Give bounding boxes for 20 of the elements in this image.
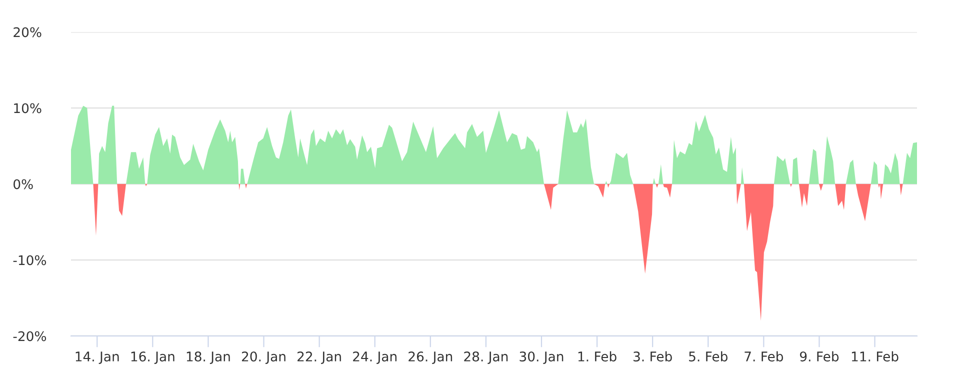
x-tick-label: 28. Jan: [464, 352, 508, 364]
x-tick-label: 11. Feb: [852, 351, 898, 362]
x-tick-label: 24. Jan: [353, 352, 396, 364]
x-tick-label: 5. Feb: [689, 351, 728, 362]
x-tick-label: 18. Jan: [186, 352, 230, 364]
x-tick-label: 14. Jan: [76, 352, 119, 364]
x-tick-label: 30. Jan: [520, 352, 564, 364]
x-tick-label: 9. Feb: [800, 351, 839, 362]
x-tick-label: 16. Jan: [131, 352, 174, 364]
x-tick-label: 20. Jan: [242, 352, 286, 364]
y-tick-label: 20%: [14, 27, 42, 38]
x-tick-label: 3. Feb: [634, 351, 672, 362]
y-tick-label: -20%: [13, 331, 46, 342]
x-tick-label: 1. Feb: [578, 351, 616, 362]
y-tick-label: 10%: [14, 103, 42, 114]
x-tick-label: 26. Jan: [408, 352, 452, 364]
x-tick-label: 22. Jan: [298, 352, 341, 364]
x-tick-label: 7. Feb: [744, 351, 784, 362]
y-tick-label: -10%: [13, 255, 46, 266]
y-tick-label: 0%: [14, 179, 33, 190]
